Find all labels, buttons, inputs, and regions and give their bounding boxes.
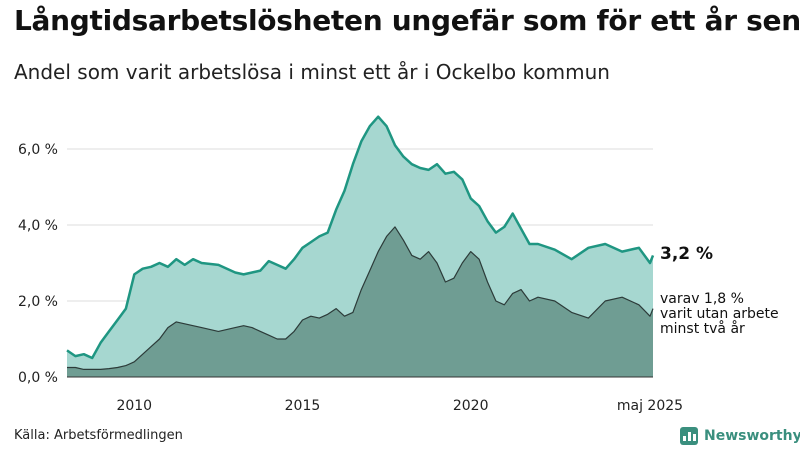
x-tick-label: 2010 — [116, 398, 152, 414]
sub-line — [67, 226, 654, 370]
x-tick-label: 2020 — [453, 398, 489, 414]
y-tick-label: 2,0 % — [18, 294, 58, 310]
x-tick-label: 2015 — [285, 398, 321, 414]
sub-area — [67, 226, 653, 377]
y-tick-label: 6,0 % — [18, 142, 58, 158]
total-line — [66, 115, 655, 360]
chart-title: Långtidsarbetslösheten ungefär som för e… — [14, 4, 800, 37]
y-tick-label: 0,0 % — [18, 370, 58, 386]
total-value-label: 3,2 % — [660, 244, 714, 264]
y-axis-labels: 0,0 % 2,0 % 4,0 % 6,0 % — [18, 142, 58, 386]
x-tick-label: maj 2025 — [617, 398, 683, 414]
sub-annotation-line1: varav 1,8 % — [660, 291, 744, 307]
newsworthy-icon — [680, 427, 698, 445]
sub-annotation-line3: minst två år — [660, 321, 745, 337]
sub-value-annotation: varav 1,8 % varit utan arbete minst två … — [660, 292, 779, 337]
brand-name: Newsworthy — [704, 428, 800, 444]
chart-subtitle: Andel som varit arbetslösa i minst ett å… — [14, 60, 610, 84]
y-tick-label: 4,0 % — [18, 218, 58, 234]
source-note: Källa: Arbetsförmedlingen — [14, 428, 183, 443]
x-axis-labels: 2010 2015 2020 maj 2025 — [116, 398, 683, 414]
brand-logo[interactable]: Newsworthy — [680, 427, 800, 445]
sub-annotation-line2: varit utan arbete — [660, 306, 779, 322]
